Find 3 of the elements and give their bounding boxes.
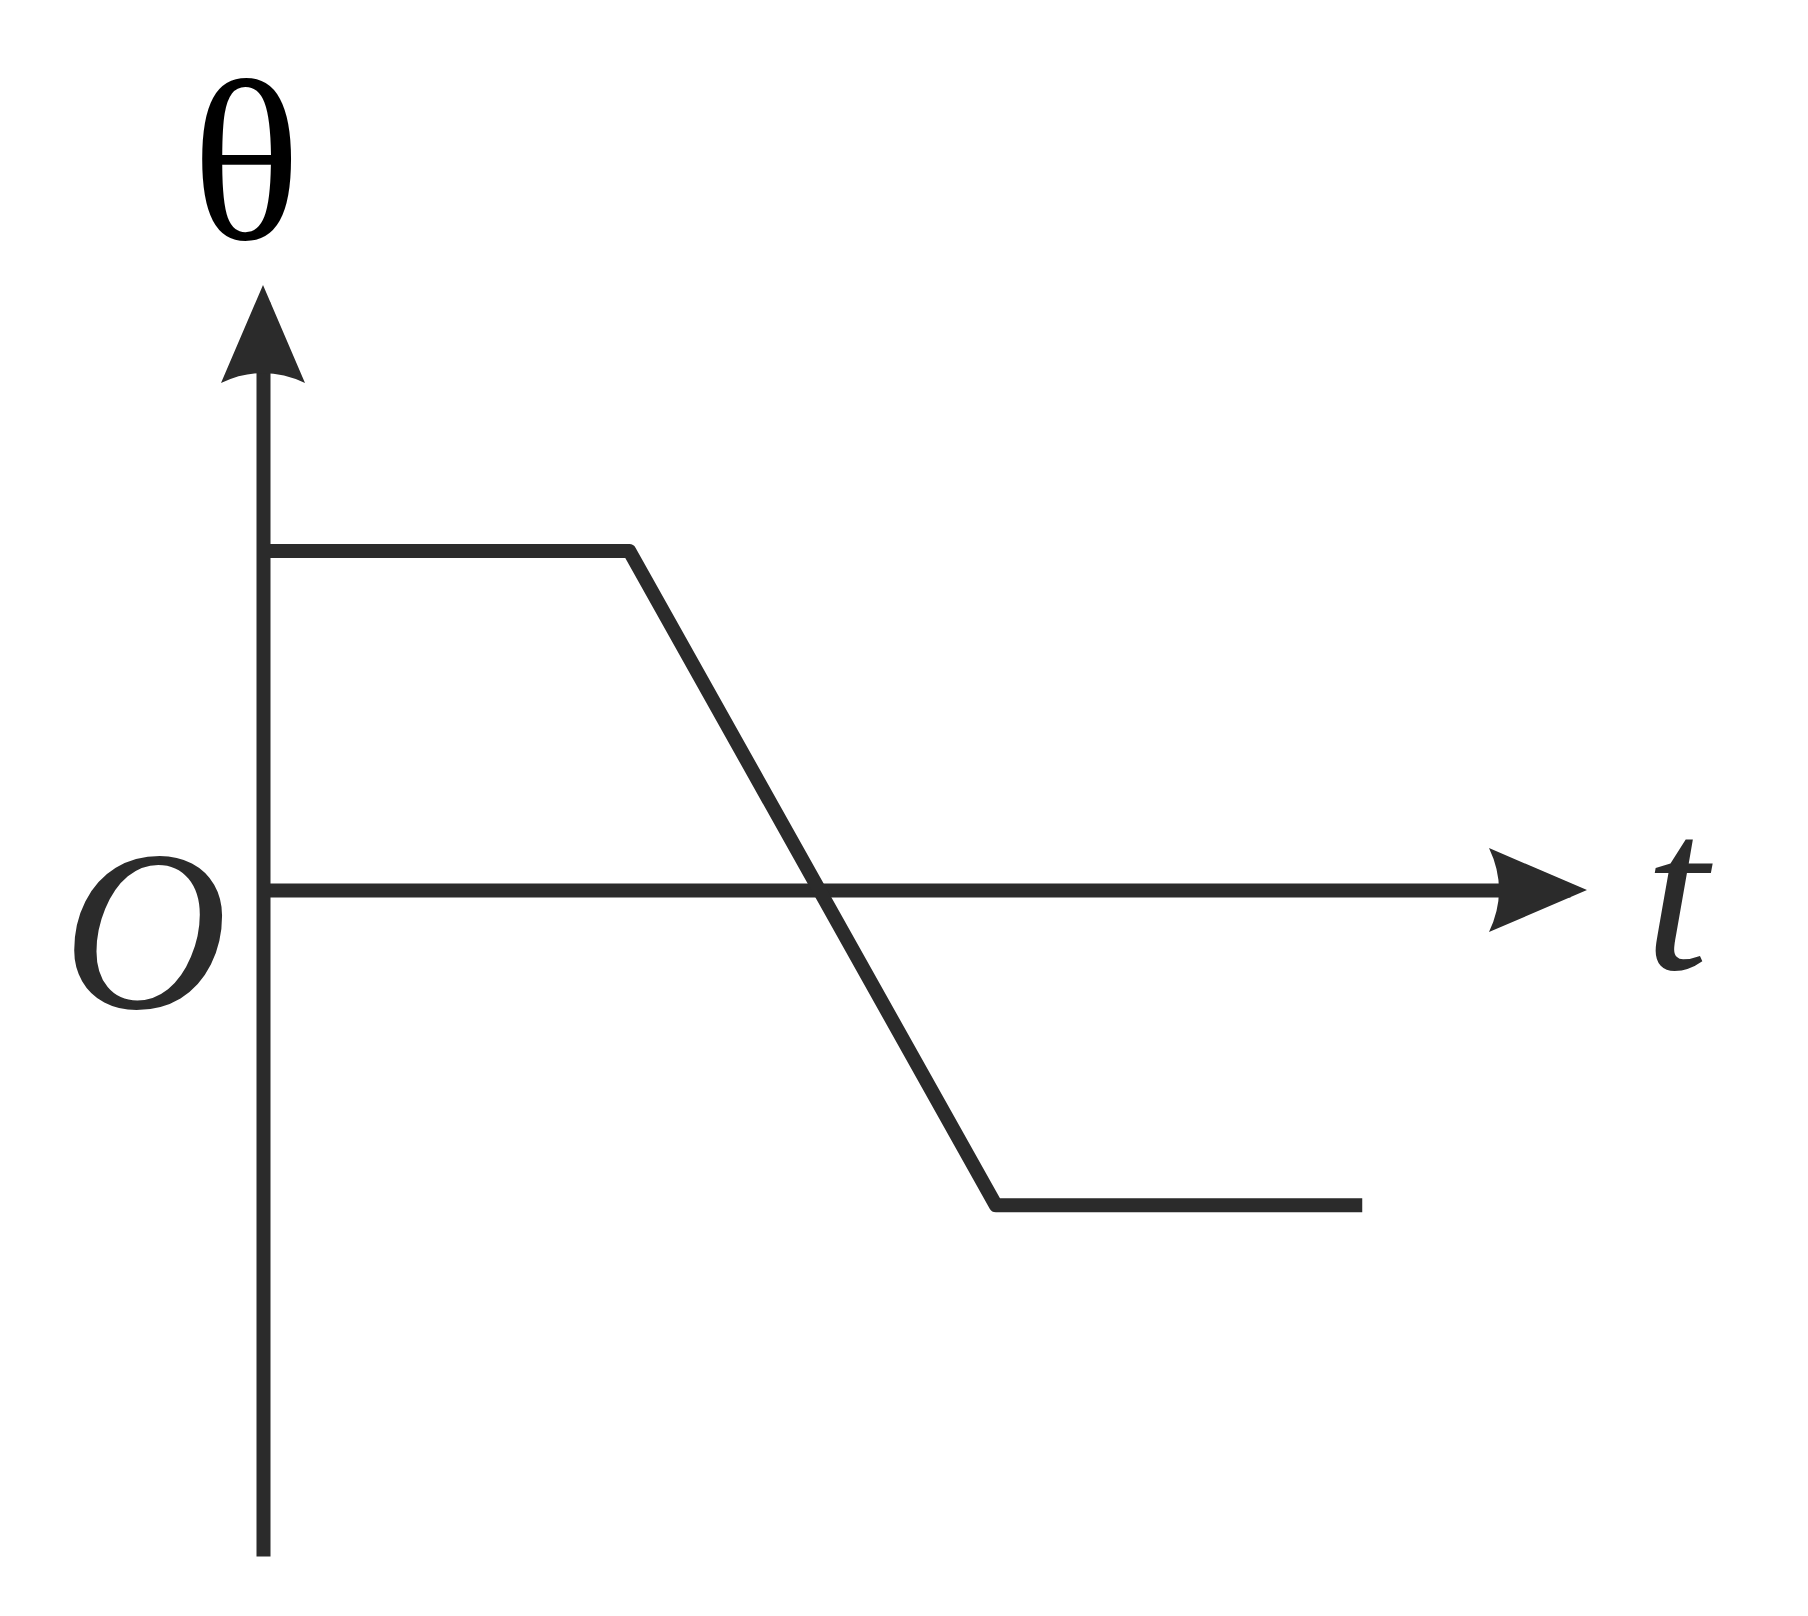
y-axis-title: θ [191, 35, 301, 288]
text: O [62, 805, 228, 1058]
x-axis-title: t [1644, 765, 1713, 1018]
